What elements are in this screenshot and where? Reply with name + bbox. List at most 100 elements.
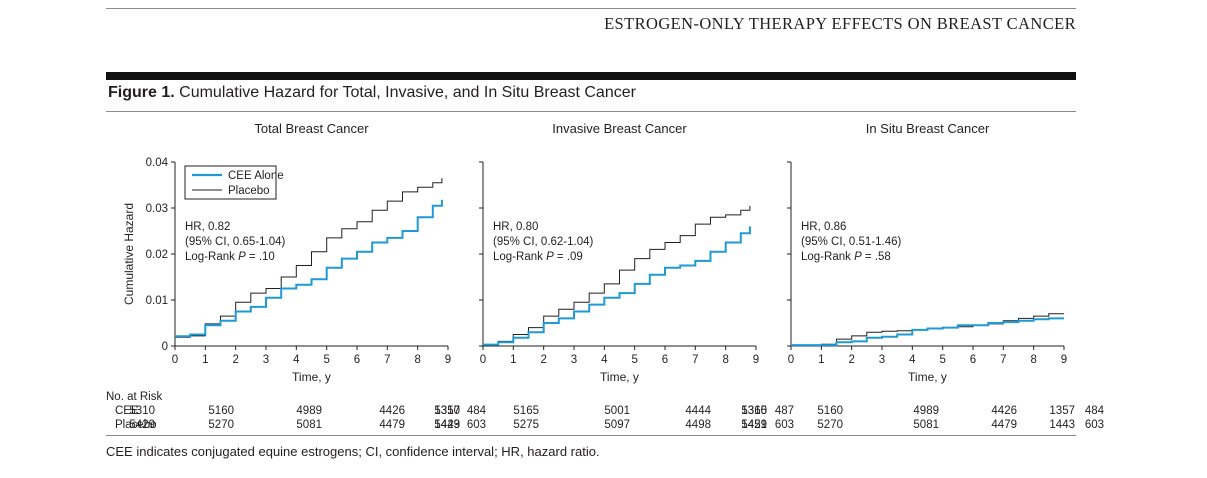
at-risk-cee-value: 5310 [434,405,460,417]
x-tick-label: 7 [692,354,698,366]
x-tick-label: 5 [323,354,329,366]
x-axis-label: Time, y [908,370,947,384]
at-risk-placebo-value: 5081 [913,419,939,431]
at-risk-cee-value: 5160 [817,405,843,417]
at-risk-cee-value: 1357 [434,405,460,417]
at-risk-placebo-value: 4498 [685,419,711,431]
at-risk-cee-value: 1357 [1049,405,1075,417]
x-tick-label: 8 [414,354,420,366]
x-tick-label: 9 [1061,354,1067,366]
at-risk-placebo-value: 1451 [741,419,767,431]
series-line-placebo [175,178,443,338]
x-tick-label: 6 [354,354,360,366]
x-tick-label: 2 [232,354,238,366]
bottom-rule [106,435,1076,436]
x-tick-label: 4 [909,354,916,366]
x-tick-label: 0 [788,354,794,366]
at-risk-cee-value: 4989 [913,405,939,417]
y-tick-label: 0 [162,341,168,353]
x-tick-label: 6 [662,354,668,366]
at-risk-placebo-value: 5270 [817,419,843,431]
at-risk-cee-value: 4426 [379,405,405,417]
hr-annotation: (95% CI, 0.62-1.04) [493,236,594,248]
y-tick-label: 0.01 [146,295,168,307]
series-line-cee [175,199,443,338]
running-head: ESTROGEN-ONLY THERAPY EFFECTS ON BREAST … [604,14,1076,33]
at-risk-cee-value: 4426 [991,405,1017,417]
x-tick-label: 1 [818,354,824,366]
figure-label: Figure 1. [108,84,175,101]
at-risk-cee-value: 4989 [296,405,322,417]
at-risk-cee-value: 5310 [741,405,767,417]
hr-annotation: Log-Rank P = .10 [185,251,275,263]
x-tick-label: 5 [939,354,945,366]
x-axis-label: Time, y [600,370,639,384]
at-risk-placebo-value: 5097 [604,419,630,431]
at-risk-placebo-value: 5429 [434,419,460,431]
at-risk-cee-value: 4444 [685,405,711,417]
x-tick-label: 0 [172,354,178,366]
figure-title: Cumulative Hazard for Total, Invasive, a… [179,84,636,101]
x-tick-label: 1 [510,354,516,366]
at-risk-placebo-value: 5429 [129,419,155,431]
x-tick-label: 2 [848,354,854,366]
x-tick-label: 9 [753,354,759,366]
hr-annotation: (95% CI, 0.65-1.04) [185,236,286,248]
footnote: CEE indicates conjugated equine estrogen… [106,444,600,459]
x-tick-label: 3 [571,354,577,366]
figure-header-bar [106,72,1076,80]
x-tick-label: 3 [263,354,269,366]
at-risk-placebo-value: 5429 [741,419,767,431]
x-axis-label: Time, y [292,370,331,384]
x-tick-label: 6 [970,354,976,366]
panel-title: Invasive Breast Cancer [552,121,687,136]
x-tick-label: 4 [293,354,300,366]
x-tick-label: 9 [445,354,451,366]
y-axis-label: Cumulative Hazard [122,203,136,305]
at-risk-placebo-value: 5275 [513,419,539,431]
at-risk-placebo-value: 5081 [296,419,322,431]
hr-annotation: HR, 0.86 [801,221,846,233]
legend-box [184,165,277,200]
at-risk-cee-value: 5165 [513,405,539,417]
at-risk-placebo-value: 5270 [208,419,234,431]
hr-annotation: Log-Rank P = .58 [801,251,891,263]
at-risk-heading: No. at Risk [106,391,162,403]
x-tick-label: 3 [879,354,885,366]
hr-annotation: (95% CI, 0.51-1.46) [801,236,902,248]
figure-caption: Figure 1. Cumulative Hazard for Total, I… [108,84,636,102]
caption-rule [106,111,1076,112]
top-rule [106,8,1076,9]
at-risk-cee-value: 1365 [741,405,767,417]
series-line-cee [483,226,751,346]
y-tick-label: 0.04 [146,157,169,169]
at-risk-row-label-placebo: Placebo [115,419,157,431]
at-risk-cee-value: 5001 [604,405,630,417]
at-risk-placebo-value: 603 [775,419,794,431]
x-tick-label: 7 [384,354,390,366]
panel-title: In Situ Breast Cancer [866,121,990,136]
legend-label-cee: CEE Alone [228,170,284,182]
series-line-cee [791,317,1064,347]
x-tick-label: 1 [202,354,208,366]
at-risk-placebo-value: 4479 [379,419,405,431]
at-risk-cee-value: 484 [1085,405,1105,417]
at-risk-placebo-value: 603 [467,419,486,431]
at-risk-cee-value: 5310 [129,405,155,417]
x-tick-label: 2 [540,354,546,366]
at-risk-placebo-value: 1443 [434,419,460,431]
at-risk-placebo-value: 603 [1085,419,1104,431]
at-risk-row-label-cee: CEE [115,405,139,417]
at-risk-cee-value: 484 [467,405,487,417]
panel-title: Total Breast Cancer [254,121,369,136]
at-risk-placebo-value: 1443 [1049,419,1075,431]
y-tick-label: 0.02 [146,249,168,261]
x-tick-label: 8 [722,354,728,366]
x-tick-label: 8 [1030,354,1036,366]
series-line-placebo [483,205,751,346]
hr-annotation: HR, 0.82 [185,221,230,233]
at-risk-cee-value: 5160 [208,405,234,417]
hr-annotation: HR, 0.80 [493,221,538,233]
x-tick-label: 0 [480,354,486,366]
